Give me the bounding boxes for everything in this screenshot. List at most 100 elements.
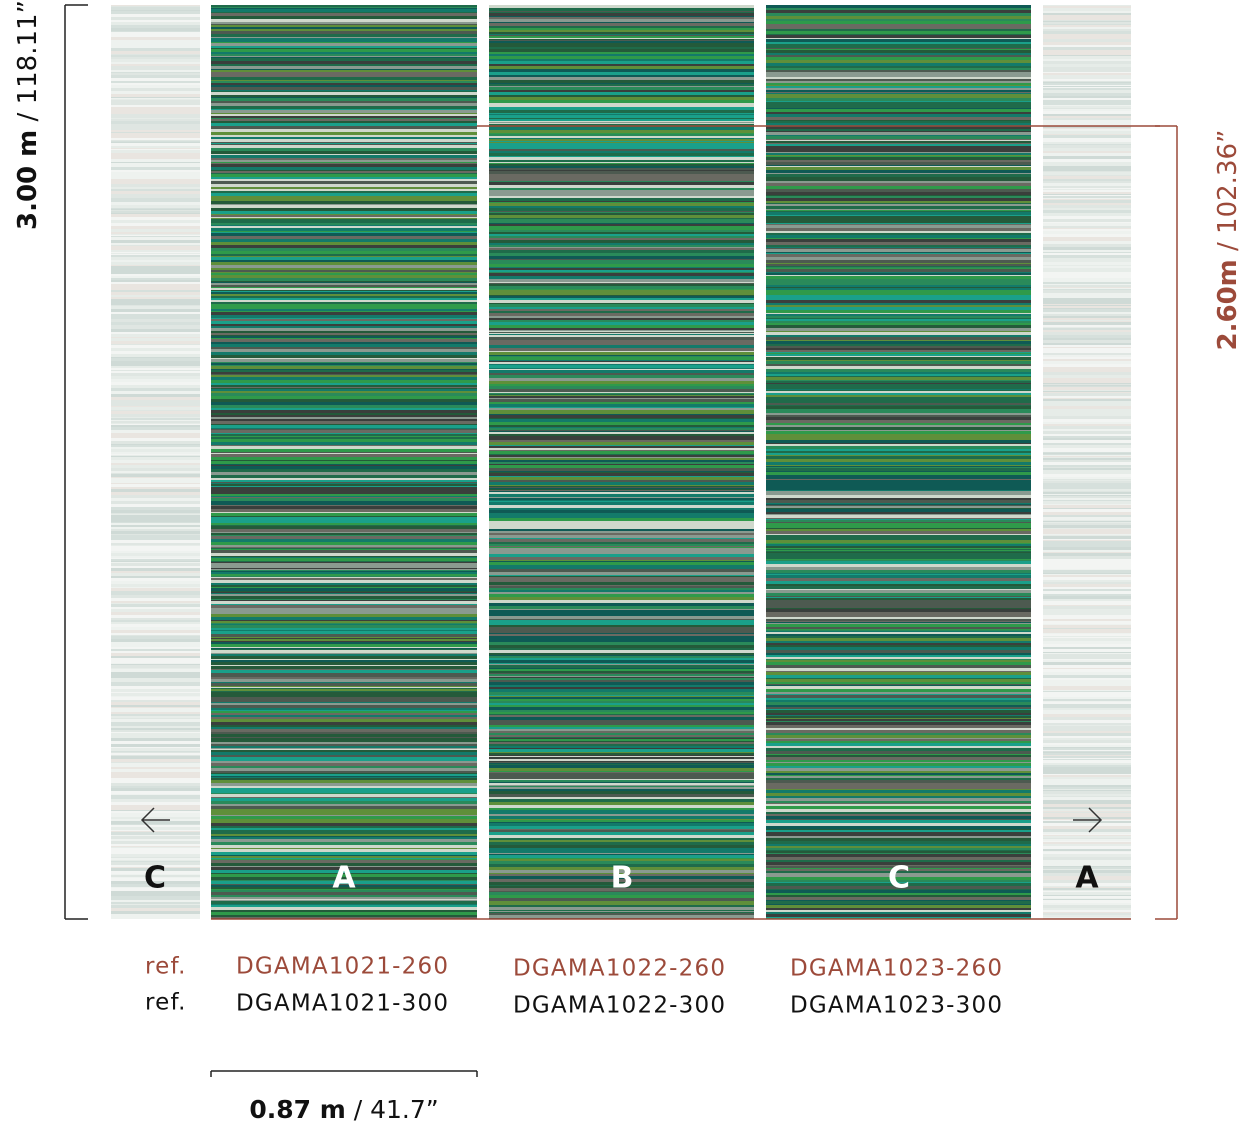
stripe bbox=[766, 889, 1031, 890]
stripe bbox=[489, 572, 754, 575]
stripe bbox=[211, 558, 477, 561]
stripe bbox=[766, 360, 1031, 361]
stripe bbox=[111, 156, 200, 159]
stripe bbox=[766, 126, 1031, 129]
stripe bbox=[211, 315, 477, 318]
stripe bbox=[1043, 20, 1131, 21]
stripe bbox=[111, 371, 200, 373]
stripe bbox=[489, 419, 754, 422]
stripe bbox=[489, 119, 754, 121]
stripe bbox=[1043, 740, 1131, 743]
stripe bbox=[111, 835, 200, 836]
stripe bbox=[111, 369, 200, 370]
stripe bbox=[1043, 381, 1131, 382]
ref-code: DGAMA1021-300 bbox=[236, 991, 449, 1017]
stripe bbox=[489, 362, 754, 364]
stripe bbox=[211, 777, 477, 778]
stripe bbox=[211, 441, 477, 442]
stripe bbox=[111, 630, 200, 633]
stripe bbox=[766, 356, 1031, 357]
stripe bbox=[111, 559, 200, 561]
stripe bbox=[111, 427, 200, 430]
stripe bbox=[766, 689, 1031, 692]
stripe bbox=[1043, 263, 1131, 265]
stripe bbox=[1043, 792, 1131, 794]
stripe bbox=[489, 712, 754, 714]
stripe bbox=[1043, 582, 1131, 584]
stripe bbox=[766, 634, 1031, 636]
stripe bbox=[766, 672, 1031, 675]
stripe bbox=[766, 409, 1031, 412]
stripe bbox=[1043, 454, 1131, 455]
stripe bbox=[766, 710, 1031, 713]
stripe bbox=[489, 224, 754, 226]
stripe bbox=[211, 458, 477, 460]
stripe bbox=[1043, 637, 1131, 638]
stripe bbox=[111, 70, 200, 72]
stripe bbox=[211, 273, 477, 275]
stripe bbox=[1043, 414, 1131, 416]
stripe bbox=[111, 306, 200, 309]
stripe bbox=[211, 285, 477, 287]
stripe bbox=[111, 287, 200, 290]
stripe bbox=[489, 505, 754, 508]
stripe bbox=[1043, 647, 1131, 649]
stripe bbox=[211, 211, 477, 214]
stripe bbox=[766, 700, 1031, 702]
stripe bbox=[211, 64, 477, 66]
stripe bbox=[1043, 111, 1131, 112]
stripe bbox=[766, 474, 1031, 475]
stripe bbox=[111, 271, 200, 274]
stripe bbox=[489, 782, 754, 783]
stripe bbox=[766, 829, 1031, 830]
stripe bbox=[766, 573, 1031, 574]
stripe bbox=[211, 505, 477, 506]
stripe bbox=[766, 372, 1031, 374]
stripe bbox=[1043, 606, 1131, 609]
stripe bbox=[211, 342, 477, 344]
stripe bbox=[489, 373, 754, 375]
stripe bbox=[211, 757, 477, 758]
stripe bbox=[211, 31, 477, 34]
stripe bbox=[489, 49, 754, 52]
stripe bbox=[766, 143, 1031, 144]
stripe bbox=[111, 636, 200, 638]
stripe bbox=[766, 42, 1031, 44]
stripe bbox=[211, 727, 477, 729]
stripe bbox=[111, 666, 200, 668]
stripe bbox=[766, 242, 1031, 243]
stripe bbox=[211, 118, 477, 119]
stripe bbox=[1043, 252, 1131, 253]
stripe bbox=[111, 98, 200, 99]
stripe bbox=[766, 803, 1031, 804]
stripe bbox=[211, 594, 477, 596]
stripe bbox=[211, 309, 477, 311]
stripe bbox=[1043, 6, 1131, 8]
stripe bbox=[766, 728, 1031, 730]
stripe bbox=[489, 610, 754, 613]
stripe bbox=[211, 889, 477, 890]
stripe bbox=[766, 455, 1031, 456]
stripe bbox=[766, 354, 1031, 356]
stripe bbox=[111, 278, 200, 280]
stripe bbox=[211, 798, 477, 801]
stripe bbox=[1043, 372, 1131, 375]
stripe bbox=[111, 255, 200, 257]
stripe bbox=[766, 668, 1031, 671]
stripe bbox=[1043, 205, 1131, 208]
stripe bbox=[489, 428, 754, 430]
stripe bbox=[211, 623, 477, 624]
stripe bbox=[111, 20, 200, 22]
stripe bbox=[489, 848, 754, 851]
stripe bbox=[1043, 228, 1131, 229]
stripe bbox=[211, 7, 477, 8]
stripe bbox=[766, 550, 1031, 551]
stripe bbox=[211, 113, 477, 114]
stripe bbox=[489, 17, 754, 19]
stripe bbox=[766, 85, 1031, 86]
stripe bbox=[211, 331, 477, 333]
stripe bbox=[489, 240, 754, 243]
stripe bbox=[766, 427, 1031, 430]
stripe bbox=[489, 369, 754, 370]
stripe bbox=[1043, 520, 1131, 521]
